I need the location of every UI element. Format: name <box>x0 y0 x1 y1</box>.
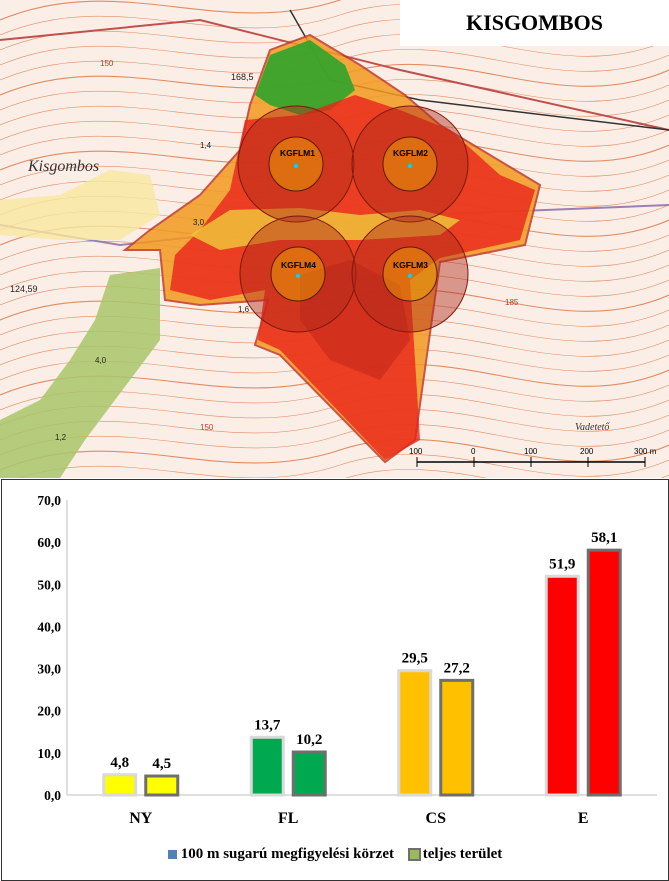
elevation-label: 168,5 <box>231 72 254 82</box>
scale-label: 100 <box>524 447 538 456</box>
point-marker <box>407 163 413 169</box>
forest-area <box>0 268 160 478</box>
legend-item: 100 m sugarú megfigyelési körzet <box>167 846 394 863</box>
y-tick-label: 30,0 <box>37 662 61 677</box>
scale-label: 200 <box>580 447 594 456</box>
chart-panel: 0,0 10,0 20,0 30,0 40,0 50,0 60,0 70,0 4,8 4,5 13… <box>1 479 669 881</box>
point-label: KGFLM2 <box>393 148 428 158</box>
point-marker <box>295 273 301 279</box>
village-label: Kisgombos <box>27 158 99 175</box>
x-tick-label: E <box>578 810 589 827</box>
bar-chart: 0,0 10,0 20,0 30,0 40,0 50,0 60,0 70,0 4,8 4,5 13… <box>37 493 657 827</box>
scale-label: 100 <box>409 447 423 456</box>
dark-red-zone <box>300 260 410 380</box>
y-tick-label: 0,0 <box>44 788 61 803</box>
contour-line <box>0 409 669 441</box>
contour-line <box>0 34 669 66</box>
place-label: Vadetető <box>575 422 610 433</box>
elevation-label: 3,0 <box>193 218 205 227</box>
scale-label: 0 <box>471 447 476 456</box>
legend-swatch <box>407 848 421 861</box>
point-label: KGFLM1 <box>280 148 315 158</box>
bars: 4,8 4,5 13,7 10,2 29,5 27,2 51,9 58,1 <box>102 530 622 797</box>
map-panel: KGFLM1 KGFLM2 KGFLM4 KGFLM3 Kisgombos Va… <box>0 0 669 478</box>
scale-label: 300 m <box>634 447 657 456</box>
point-label: KGFLM3 <box>393 260 428 270</box>
data-label: 51,9 <box>549 556 575 572</box>
map-image: KGFLM1 KGFLM2 KGFLM4 KGFLM3 Kisgombos Va… <box>0 0 669 478</box>
legend-swatch <box>167 850 177 859</box>
y-tick-label: 70,0 <box>37 493 61 508</box>
contour-line <box>0 438 669 471</box>
contour-label: 185 <box>505 298 519 307</box>
data-label: 27,2 <box>444 660 470 676</box>
bar <box>102 773 138 797</box>
y-tick-label: 40,0 <box>37 619 61 634</box>
point-label: KGFLM4 <box>281 260 316 270</box>
elevation-label: 1,6 <box>238 305 250 314</box>
legend: 100 m sugarú megfigyelési körzet teljes … <box>2 846 668 864</box>
village-area <box>0 170 160 240</box>
elevation-label: 1,4 <box>200 141 212 150</box>
point-marker <box>407 273 413 279</box>
elevation-label: 4,0 <box>95 356 107 365</box>
y-tick-label: 50,0 <box>37 577 61 592</box>
category-labels: NY FL CS E <box>129 810 588 827</box>
bar <box>249 735 285 797</box>
map-title: KISGOMBOS <box>400 0 669 46</box>
data-label: 4,8 <box>110 755 129 771</box>
elevation-label: 1,2 <box>55 433 67 442</box>
elevation-label: 124,59 <box>10 284 38 294</box>
contour-label: 150 <box>100 59 114 68</box>
legend-label: teljes terület <box>422 846 503 862</box>
data-label: 29,5 <box>402 651 428 667</box>
contour-line <box>0 424 669 456</box>
x-tick-label: FL <box>278 810 298 827</box>
y-tick-label: 10,0 <box>37 746 61 761</box>
contour-line <box>18 454 669 478</box>
x-tick-label: CS <box>426 810 447 827</box>
data-label: 58,1 <box>591 530 617 546</box>
x-tick-label: NY <box>129 810 153 827</box>
legend-item: teljes terület <box>407 846 503 863</box>
contour-label: 150 <box>200 423 214 432</box>
bar <box>439 678 475 797</box>
bar <box>586 548 622 797</box>
data-label: 13,7 <box>254 717 281 733</box>
contour-line <box>345 469 669 478</box>
bar <box>144 774 180 797</box>
data-label: 10,2 <box>296 732 322 748</box>
y-tick-label: 20,0 <box>37 704 61 719</box>
bar <box>544 574 580 797</box>
bar <box>291 750 327 797</box>
point-marker <box>293 163 299 169</box>
y-tick-label: 60,0 <box>37 535 61 550</box>
bar <box>397 669 433 797</box>
scale-bar: 100 0 100 200 300 m <box>409 447 657 467</box>
legend-label: 100 m sugarú megfigyelési körzet <box>180 846 394 862</box>
y-axis-ticks: 0,0 10,0 20,0 30,0 40,0 50,0 60,0 70,0 <box>37 493 61 803</box>
monitoring-buffers <box>237 105 469 333</box>
green-zone <box>255 40 355 115</box>
data-label: 4,5 <box>152 756 171 772</box>
